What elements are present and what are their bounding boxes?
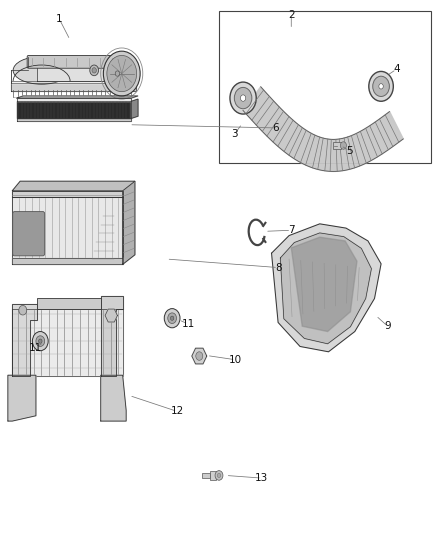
Bar [202, 473, 210, 478]
Polygon shape [123, 181, 135, 264]
Circle shape [19, 305, 27, 315]
Polygon shape [17, 98, 131, 101]
Circle shape [230, 82, 256, 114]
Circle shape [215, 471, 223, 480]
Text: 9: 9 [384, 321, 391, 331]
FancyBboxPatch shape [13, 212, 45, 256]
Text: 12: 12 [171, 407, 184, 416]
Circle shape [39, 339, 42, 343]
Polygon shape [17, 96, 138, 98]
Text: 11: 11 [182, 319, 195, 329]
Circle shape [115, 71, 120, 76]
Polygon shape [17, 118, 131, 121]
Polygon shape [131, 99, 138, 118]
Circle shape [196, 352, 203, 360]
Polygon shape [243, 87, 403, 172]
Polygon shape [101, 375, 126, 421]
Circle shape [340, 142, 346, 149]
Polygon shape [37, 64, 112, 81]
Circle shape [36, 336, 45, 346]
Text: 8: 8 [275, 263, 282, 272]
Circle shape [107, 55, 137, 92]
Polygon shape [12, 191, 123, 197]
Polygon shape [11, 81, 136, 83]
Polygon shape [192, 348, 207, 364]
Bar [219, 11, 431, 163]
Bar [333, 142, 341, 149]
Circle shape [32, 332, 48, 351]
Text: 5: 5 [346, 146, 353, 156]
Polygon shape [12, 181, 135, 191]
Circle shape [373, 76, 389, 96]
Polygon shape [101, 296, 123, 376]
Circle shape [217, 473, 221, 478]
Polygon shape [12, 309, 123, 376]
Circle shape [168, 313, 177, 324]
Circle shape [103, 51, 140, 96]
Text: 13: 13 [255, 473, 268, 483]
Polygon shape [8, 375, 36, 421]
Bar [37, 298, 101, 309]
Circle shape [379, 84, 383, 89]
Text: 10: 10 [229, 355, 242, 365]
Polygon shape [12, 258, 123, 264]
Text: 3: 3 [231, 130, 238, 139]
Ellipse shape [13, 56, 70, 84]
Circle shape [240, 95, 246, 101]
Bar [210, 471, 216, 480]
Text: 1: 1 [56, 14, 63, 23]
Polygon shape [11, 83, 136, 91]
Circle shape [170, 316, 174, 320]
Polygon shape [12, 304, 37, 376]
Polygon shape [105, 309, 117, 322]
Polygon shape [291, 237, 357, 332]
Polygon shape [17, 101, 131, 118]
Circle shape [164, 309, 180, 328]
Text: 2: 2 [288, 10, 295, 20]
Circle shape [369, 71, 393, 101]
Circle shape [234, 87, 252, 109]
Circle shape [92, 68, 96, 73]
Text: 6: 6 [272, 123, 279, 133]
Text: 11: 11 [29, 343, 42, 352]
Circle shape [90, 65, 99, 76]
Text: 7: 7 [288, 225, 295, 235]
Polygon shape [12, 197, 123, 264]
FancyBboxPatch shape [27, 55, 115, 68]
Text: 4: 4 [393, 64, 400, 74]
Polygon shape [272, 224, 381, 352]
Polygon shape [280, 233, 371, 344]
